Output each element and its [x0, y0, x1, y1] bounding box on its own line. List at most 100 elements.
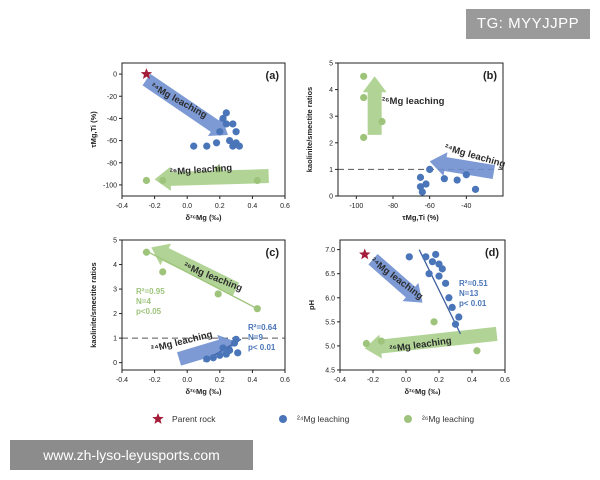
legend: Parent rock ²⁴Mg leaching ²⁶Mg leaching: [152, 413, 474, 424]
x-tick-label: -0.4: [334, 377, 346, 384]
y-tick-label: 5: [113, 238, 117, 245]
mg24-point: [203, 355, 211, 363]
trend-arrow: [142, 73, 228, 136]
x-tick-label: 0.2: [215, 377, 225, 384]
y-tick-label: 1: [113, 336, 117, 343]
trend-label: ²⁴Mg leaching: [149, 81, 209, 121]
legend-label: Parent rock: [172, 414, 216, 424]
tg-watermark: TG: MYYJJPP: [466, 9, 590, 39]
y-tick-label: -80: [107, 160, 117, 167]
x-tick-label: 0.4: [248, 377, 258, 384]
x-axis-label: τMg,Ti (%): [402, 213, 439, 222]
mg24-point: [209, 354, 217, 362]
x-tick-label: 0.4: [467, 377, 477, 384]
mg26-point: [360, 133, 368, 142]
mg24-point: [216, 351, 224, 359]
mg24-point: [212, 139, 221, 147]
stat-text: p<0.05: [136, 307, 162, 316]
mg24-point: [448, 303, 456, 312]
mg24-point: [428, 258, 436, 266]
panel-label: (b): [483, 70, 497, 82]
mg26-point: [430, 318, 438, 326]
y-tick-label: 5.5: [325, 319, 335, 326]
mg24-point: [219, 344, 227, 352]
url-watermark: www.zh-lyso-leyusports.com: [10, 440, 253, 470]
mg24-point: [438, 265, 446, 273]
mg26-point: [378, 117, 386, 126]
stat-text: N=4: [136, 297, 151, 306]
y-tick-label: 3: [329, 114, 333, 121]
y-tick-label: 0: [113, 72, 117, 79]
mg24-point: [425, 270, 433, 278]
plot-frame: [337, 62, 504, 197]
y-tick-label: 0: [329, 194, 333, 201]
y-axis-label: kaolinite/smectite ratios: [89, 262, 98, 347]
mg24-point: [235, 142, 243, 150]
mg24-point: [462, 171, 470, 179]
mg24-point: [432, 250, 440, 259]
chart-panel-4: -0.4 -0.2 0.0 0.2 0.4 0.6 4.5 5.0 5.5 6.0 6.5 7.0 δ²…: [307, 239, 510, 396]
y-axis-label: kaolinite/smectite ratios: [305, 87, 314, 172]
y-tick-label: 7.0: [325, 247, 335, 254]
mg24-point: [232, 128, 240, 136]
mg26-point: [214, 165, 222, 173]
mg26-point: [253, 176, 261, 185]
y-tick-label: 6.0: [325, 295, 335, 302]
mg26-point: [142, 248, 151, 256]
y-tick-label: 2: [113, 311, 117, 318]
legend-marker-mg26: [404, 415, 412, 423]
mg24-point: [453, 176, 461, 184]
trend-arrow: [429, 152, 495, 179]
x-tick-label: -0.4: [116, 377, 128, 384]
mg24-point: [451, 320, 460, 328]
mg24-point: [471, 185, 480, 193]
mg24-point: [455, 313, 463, 321]
y-axis-label: τMg,Ti (%): [89, 111, 98, 148]
regression-line: [146, 250, 258, 310]
mg26-point: [377, 337, 385, 345]
legend-label: ²⁶Mg leaching: [422, 414, 474, 424]
x-tick-label: -0.2: [367, 377, 379, 384]
legend-marker-parent-rock: [152, 413, 164, 424]
mg24-point: [442, 279, 450, 287]
mg26-point: [142, 176, 151, 185]
parent-rock-point: [140, 68, 153, 79]
trend-label: ²⁶Mg leaching: [182, 261, 244, 295]
parent-rock-point: [359, 248, 371, 260]
stat-text: p< 0.01: [459, 299, 487, 308]
mg24-point: [225, 136, 234, 145]
mg24-point: [232, 335, 240, 343]
x-tick-label: 0.6: [280, 377, 290, 384]
y-tick-label: -20: [107, 94, 117, 101]
x-tick-label: 0.2: [215, 203, 225, 210]
mg26-point: [360, 72, 368, 80]
trend-arrow: [151, 243, 240, 296]
plot-frame: [339, 239, 506, 371]
mg26-point: [159, 268, 167, 276]
stat-text: p< 0.01: [248, 343, 276, 352]
y-tick-label: 4: [329, 87, 333, 94]
mg24-point: [422, 253, 430, 261]
trend-arrow: [364, 326, 498, 359]
trend-label: ²⁶Mg leaching: [169, 163, 232, 178]
mg24-point: [216, 128, 224, 136]
x-tick-label: 0.6: [280, 203, 290, 210]
x-axis-label: δ²⁶Mg (‰): [186, 387, 222, 396]
mg24-point: [445, 294, 453, 302]
x-tick-label: 0.0: [182, 377, 192, 384]
panel-label: (a): [266, 70, 280, 82]
y-tick-label: -40: [107, 116, 117, 123]
y-tick-label: 1: [329, 167, 333, 174]
x-tick-label: -0.2: [149, 377, 161, 384]
mg24-point: [426, 165, 434, 173]
mg24-point: [190, 142, 198, 150]
stat-text: R²=0.64: [248, 323, 277, 332]
y-tick-label: 5: [329, 61, 333, 68]
plot-frame: [121, 239, 286, 371]
legend-marker-mg24: [279, 415, 287, 423]
x-tick-label: 0.0: [401, 377, 411, 384]
regression-line: [418, 249, 462, 335]
mg26-point: [214, 290, 222, 298]
mg24-point: [440, 175, 448, 183]
